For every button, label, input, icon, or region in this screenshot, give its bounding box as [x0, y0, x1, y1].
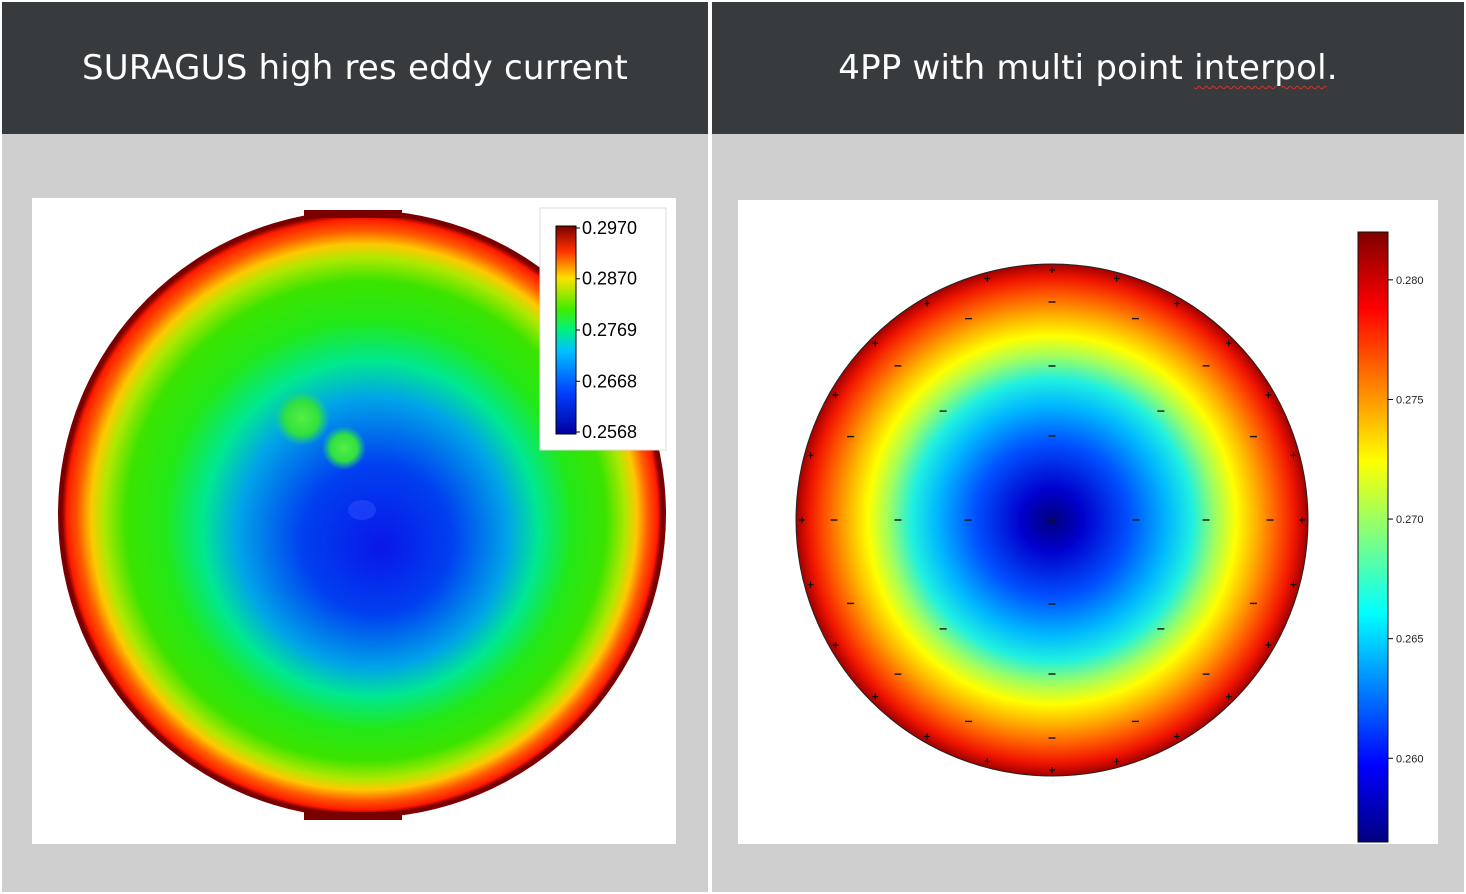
- panel-left: SURAGUS high res eddy current: [2, 2, 708, 892]
- eddy-current-wafer-map: 0.2970 0.2870 0.2769 0.2668 0.2568: [32, 198, 676, 844]
- colorbar-right-bar: [1357, 231, 1389, 843]
- panel-title-right-tail: .: [1326, 48, 1338, 88]
- measurement-point-plus: [807, 452, 814, 459]
- colorbar-left-tick-label: 0.2970: [582, 218, 637, 238]
- measurement-point-plus: [1299, 517, 1305, 523]
- wafer-edge-top: [304, 210, 402, 218]
- measurement-point-plus: [872, 340, 879, 347]
- colorbar-right-tick-label: 0.275: [1396, 394, 1424, 406]
- colorbar-left-tick-label: 0.2568: [582, 422, 637, 442]
- measurement-point-plus: [1113, 758, 1120, 765]
- measurement-point-plus: [799, 517, 805, 523]
- measurement-point-plus: [924, 300, 930, 307]
- wafer-faint-spot: [348, 500, 376, 520]
- wafer-map-right: [795, 263, 1309, 777]
- measurement-point-plus: [984, 275, 991, 282]
- wafer-hotspot-2: [322, 426, 366, 470]
- panel-title-right-main: 4PP with multi point: [838, 48, 1195, 88]
- panel-title-right-marked: interpol: [1194, 48, 1327, 88]
- colorbar-left: 0.2970 0.2870 0.2769 0.2668 0.2568: [539, 207, 667, 451]
- measurement-point-plus: [807, 581, 814, 588]
- colorbar-right-tick-label: 0.270: [1396, 514, 1424, 526]
- measurement-point-plus: [1290, 452, 1297, 459]
- wafer-map-left: [58, 210, 666, 820]
- measurement-point-plus: [1290, 581, 1297, 588]
- colorbar-right-tick-label: 0.260: [1396, 753, 1424, 765]
- measurement-point-plus: [1049, 267, 1055, 273]
- measurement-point-plus: [1174, 300, 1180, 307]
- measurement-point-plus: [1265, 392, 1272, 398]
- eddy-current-wafer-svg: 0.2970 0.2870 0.2769 0.2668 0.2568: [58, 207, 667, 820]
- measurement-point-plus: [984, 758, 991, 765]
- measurement-point-plus: [1225, 693, 1232, 700]
- measurement-point-plus: [832, 392, 839, 398]
- four-point-probe-wafer-map: 0.280 0.275 0.270 0.265 0.260: [738, 200, 1438, 844]
- measurement-point-plus: [924, 733, 930, 740]
- panel-right: 4PP with multi point interpol.: [712, 2, 1464, 892]
- measurement-point-plus: [1265, 642, 1272, 648]
- colorbar-left-tick-label: 0.2769: [582, 320, 637, 340]
- colorbar-left-tick-label: 0.2870: [582, 269, 637, 289]
- panel-title-left: SURAGUS high res eddy current: [2, 2, 708, 134]
- measurement-point-plus: [1113, 275, 1120, 282]
- colorbar-right: 0.280 0.275 0.270 0.265 0.260: [1357, 231, 1424, 843]
- panel-title-left-text: SURAGUS high res eddy current: [81, 48, 629, 88]
- measurement-point-plus: [1225, 340, 1232, 347]
- wafer-edge-bottom: [304, 812, 402, 820]
- panel-title-right-text: 4PP with multi point interpol.: [838, 48, 1337, 88]
- colorbar-left-bar: [555, 225, 577, 435]
- measurement-point-plus: [1049, 517, 1055, 523]
- colorbar-left-tick-label: 0.2668: [582, 371, 637, 391]
- colorbar-right-tick-label: 0.280: [1396, 275, 1424, 287]
- measurement-point-plus: [1174, 733, 1180, 740]
- colorbar-right-tick-label: 0.265: [1396, 634, 1424, 646]
- measurement-point-plus: [872, 693, 879, 700]
- wafer-hotspot-1: [274, 390, 330, 446]
- measurement-point-plus: [1049, 767, 1055, 773]
- panel-title-right: 4PP with multi point interpol.: [712, 2, 1464, 134]
- four-point-probe-wafer-svg: 0.280 0.275 0.270 0.265 0.260: [795, 231, 1424, 843]
- measurement-point-plus: [832, 642, 839, 648]
